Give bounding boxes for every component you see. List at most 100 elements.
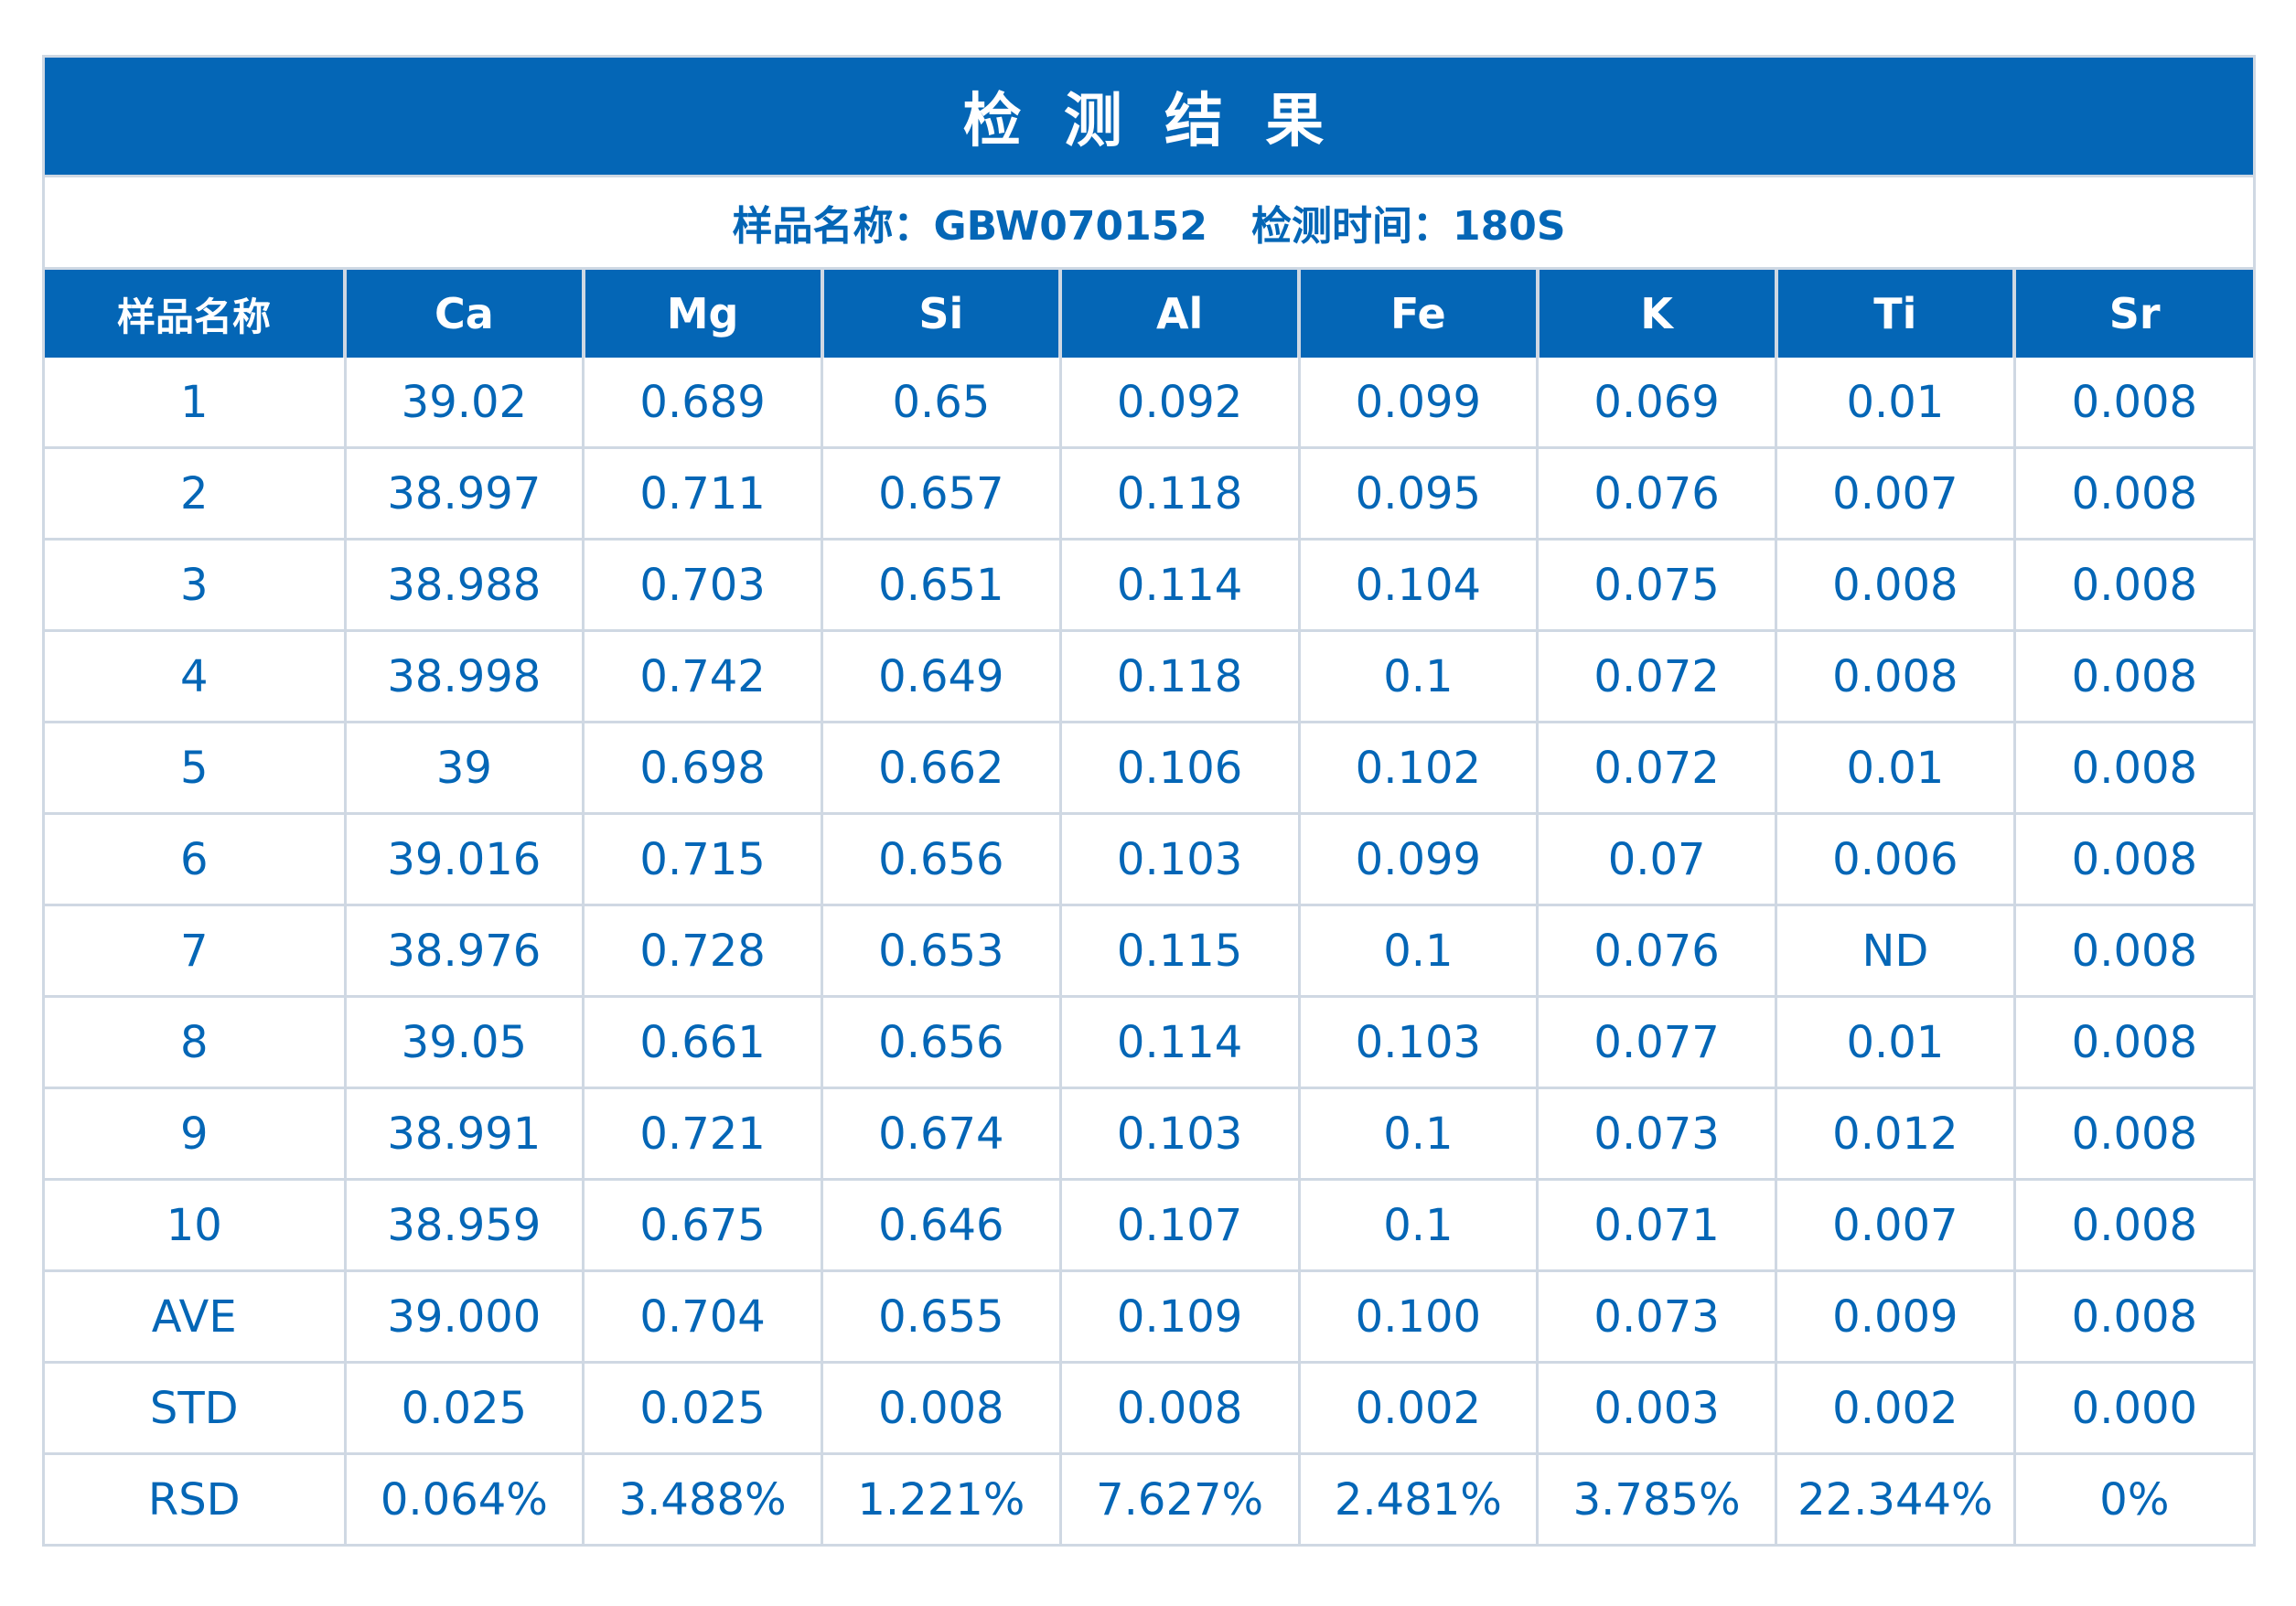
table-row: RSD 0.064% 3.488% 1.221% 7.627% 2.481% 3.785% 2… (45, 1452, 2253, 1544)
cell-k: 0.072 (1536, 629, 1777, 723)
table-header-row: 样品名称 Ca Mg Si Al Fe K Ti Sr (45, 270, 2253, 358)
cell-sample: 9 (45, 1087, 347, 1181)
cell-si: 0.662 (821, 721, 1062, 815)
cell-fe: 0.1 (1297, 1087, 1540, 1181)
cell-mg: 0.661 (582, 995, 823, 1089)
cell-fe: 0.103 (1297, 995, 1540, 1089)
cell-ti: 0.006 (1775, 812, 2016, 906)
cell-si: 0.65 (821, 358, 1062, 449)
cell-ti: 0.002 (1775, 1361, 2016, 1455)
sample-name-label: 样品名称：GBW070152 (732, 203, 1207, 250)
test-time-label: 检测时间：180S (1250, 203, 1566, 250)
header-fe: Fe (1297, 270, 1540, 358)
table-row: 10 38.959 0.675 0.646 0.107 0.1 0.071 0.007 0.00… (45, 1178, 2253, 1272)
cell-sr: 0.008 (2012, 1178, 2253, 1272)
cell-ca: 38.998 (343, 629, 585, 723)
cell-al: 0.109 (1058, 1269, 1301, 1364)
cell-mg: 0.675 (582, 1178, 823, 1272)
cell-sample: 5 (45, 721, 347, 815)
cell-ca: 38.991 (343, 1087, 585, 1181)
cell-ti: 0.012 (1775, 1087, 2016, 1181)
table-row: 1 39.02 0.689 0.65 0.092 0.099 0.069 0.01 0.008 (45, 358, 2253, 449)
table-row: 8 39.05 0.661 0.656 0.114 0.103 0.077 0.01 0.008 (45, 995, 2253, 1089)
cell-fe: 0.095 (1297, 446, 1540, 541)
cell-ca: 39.02 (343, 358, 585, 449)
header-al: Al (1058, 270, 1301, 358)
cell-si: 0.656 (821, 995, 1062, 1089)
cell-ca: 38.997 (343, 446, 585, 541)
cell-si: 1.221% (821, 1452, 1062, 1544)
table-row: 5 39 0.698 0.662 0.106 0.102 0.072 0.01 0.008 (45, 721, 2253, 815)
cell-mg: 0.715 (582, 812, 823, 906)
cell-ca: 39.000 (343, 1269, 585, 1364)
cell-sr: 0.008 (2012, 904, 2253, 998)
cell-al: 0.103 (1058, 812, 1301, 906)
cell-fe: 0.099 (1297, 812, 1540, 906)
cell-si: 0.649 (821, 629, 1062, 723)
table-row: 4 38.998 0.742 0.649 0.118 0.1 0.072 0.008 0.008 (45, 629, 2253, 723)
cell-ti: ND (1775, 904, 2016, 998)
cell-si: 0.674 (821, 1087, 1062, 1181)
cell-mg: 0.721 (582, 1087, 823, 1181)
header-ti: Ti (1774, 270, 2017, 358)
cell-si: 0.008 (821, 1361, 1062, 1455)
table-row: STD 0.025 0.025 0.008 0.008 0.002 0.003 0.002 0.… (45, 1361, 2253, 1455)
cell-k: 0.073 (1536, 1087, 1777, 1181)
cell-sample: 6 (45, 812, 347, 906)
cell-fe: 0.002 (1297, 1361, 1540, 1455)
table-row: AVE 39.000 0.704 0.655 0.109 0.100 0.073 0.009 0… (45, 1269, 2253, 1364)
cell-fe: 2.481% (1297, 1452, 1540, 1544)
cell-ca: 38.988 (343, 538, 585, 632)
cell-al: 7.627% (1058, 1452, 1301, 1544)
cell-ca: 38.959 (343, 1178, 585, 1272)
cell-mg: 0.742 (582, 629, 823, 723)
cell-k: 0.072 (1536, 721, 1777, 815)
cell-sample: 2 (45, 446, 347, 541)
cell-ti: 0.007 (1775, 446, 2016, 541)
cell-mg: 3.488% (582, 1452, 823, 1544)
cell-sample: 10 (45, 1178, 347, 1272)
cell-sample: AVE (45, 1269, 347, 1364)
header-si: Si (820, 270, 1063, 358)
cell-k: 0.076 (1536, 904, 1777, 998)
cell-k: 0.07 (1536, 812, 1777, 906)
cell-sr: 0.008 (2012, 812, 2253, 906)
cell-si: 0.655 (821, 1269, 1062, 1364)
cell-fe: 0.102 (1297, 721, 1540, 815)
table-row: 2 38.997 0.711 0.657 0.118 0.095 0.076 0.007 0.0… (45, 446, 2253, 541)
cell-si: 0.651 (821, 538, 1062, 632)
table-row: 3 38.988 0.703 0.651 0.114 0.104 0.075 0.008 0.0… (45, 538, 2253, 632)
cell-sr: 0.008 (2012, 446, 2253, 541)
cell-sample: 1 (45, 358, 347, 449)
cell-sr: 0% (2012, 1452, 2253, 1544)
cell-k: 0.003 (1536, 1361, 1777, 1455)
cell-ti: 0.01 (1775, 721, 2016, 815)
header-k: K (1535, 270, 1778, 358)
cell-k: 3.785% (1536, 1452, 1777, 1544)
cell-k: 0.077 (1536, 995, 1777, 1089)
cell-sample: STD (45, 1361, 347, 1455)
cell-mg: 0.698 (582, 721, 823, 815)
cell-ti: 22.344% (1775, 1452, 2016, 1544)
cell-ti: 0.008 (1775, 629, 2016, 723)
sample-info-bar: 样品名称：GBW070152 检测时间：180S (45, 175, 2253, 270)
header-sample-name: 样品名称 (45, 270, 347, 358)
cell-fe: 0.100 (1297, 1269, 1540, 1364)
cell-k: 0.076 (1536, 446, 1777, 541)
cell-al: 0.092 (1058, 358, 1301, 449)
table-body: 1 39.02 0.689 0.65 0.092 0.099 0.069 0.01 0.008 2… (45, 358, 2253, 1544)
cell-sample: 4 (45, 629, 347, 723)
table-row: 7 38.976 0.728 0.653 0.115 0.1 0.076 ND 0.008 (45, 904, 2253, 998)
cell-ca: 39.05 (343, 995, 585, 1089)
cell-ti: 0.008 (1775, 538, 2016, 632)
cell-al: 0.115 (1058, 904, 1301, 998)
cell-al: 0.118 (1058, 629, 1301, 723)
cell-k: 0.069 (1536, 358, 1777, 449)
cell-ca: 39 (343, 721, 585, 815)
cell-mg: 0.704 (582, 1269, 823, 1364)
cell-si: 0.656 (821, 812, 1062, 906)
cell-fe: 0.1 (1297, 1178, 1540, 1272)
results-title: 检 测 结 果 (45, 58, 2253, 175)
cell-mg: 0.703 (582, 538, 823, 632)
cell-ca: 0.064% (343, 1452, 585, 1544)
